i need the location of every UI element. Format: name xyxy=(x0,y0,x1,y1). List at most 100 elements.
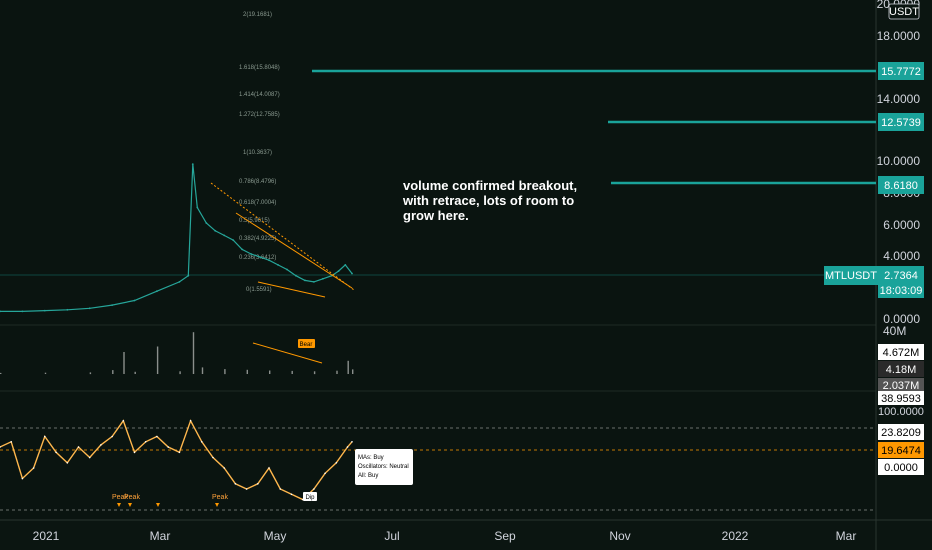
summary-line: All: Buy xyxy=(358,473,378,479)
time-tick-label: 2022 xyxy=(722,529,749,543)
volume-value-1: 4.672M xyxy=(883,347,920,359)
time-axis[interactable]: 2021 Mar May Jul Sep Nov 2022 Mar xyxy=(33,529,857,543)
volume-bar xyxy=(112,370,114,374)
symbol-badge[interactable] xyxy=(824,266,878,285)
volume-bar xyxy=(246,369,248,374)
price-point xyxy=(43,309,46,312)
osc-badge-1[interactable] xyxy=(878,391,924,405)
oscillator-point xyxy=(44,435,46,438)
price-point xyxy=(268,259,270,262)
volume-bar xyxy=(89,372,92,375)
price-point xyxy=(344,264,347,266)
volume-trendline[interactable] xyxy=(252,342,323,364)
oscillator-point xyxy=(55,451,57,454)
technical-summary-box[interactable]: MAs: Buy Oscillators: Neutral All: Buy xyxy=(355,449,413,485)
fib-label: 1.414(14.0087) xyxy=(239,92,280,98)
volume-bar xyxy=(179,371,181,375)
oscillator-point xyxy=(268,467,270,469)
oscillator-point xyxy=(144,441,147,443)
volume-bar xyxy=(134,371,136,374)
signal-arrow-icon xyxy=(117,503,121,507)
volume-bar xyxy=(352,369,354,374)
volume-bar xyxy=(347,360,349,374)
price-point xyxy=(304,279,306,282)
oscillator-point xyxy=(335,462,338,464)
oscillator-point xyxy=(100,444,102,446)
price-point xyxy=(322,277,324,280)
target-badge-3[interactable] xyxy=(878,176,924,194)
currency-label: USDT xyxy=(889,6,919,18)
osc-value-4: 0.0000 xyxy=(884,462,918,474)
price-tick-label: 6.0000 xyxy=(883,218,920,232)
price-tick-label: 18.0000 xyxy=(877,29,921,43)
price-point xyxy=(178,281,181,283)
oscillator-point xyxy=(234,483,237,485)
oscillator-point xyxy=(212,456,214,459)
dip-label-badge xyxy=(303,492,317,501)
fib-label: 0.618(7.0004) xyxy=(239,200,276,206)
volume-axis-label: 40M xyxy=(883,324,906,338)
price-point xyxy=(187,274,190,277)
bear-label: Bear xyxy=(300,342,313,348)
note-line: with retrace, lots of room to xyxy=(402,193,574,208)
oscillator-point xyxy=(324,472,326,475)
summary-line: MAs: Buy xyxy=(358,455,384,461)
volume-bar xyxy=(123,352,125,374)
fib-trend-line[interactable] xyxy=(210,182,355,291)
time-tick-label: Mar xyxy=(150,529,171,543)
bear-label-badge[interactable] xyxy=(298,339,315,348)
volume-bar xyxy=(291,370,293,374)
oscillator-point xyxy=(88,456,91,459)
fib-label: 0.5(5.9615) xyxy=(239,218,270,224)
fib-label: 1(10.3637) xyxy=(243,150,272,156)
oscillator-point xyxy=(133,451,136,454)
fib-levels[interactable]: 2(19.1681) 1.618(15.8048) 1.414(14.0087)… xyxy=(239,12,280,293)
price-point xyxy=(277,264,279,266)
time-scale-background[interactable] xyxy=(0,520,876,550)
target-lines[interactable]: 15.7772 12.5739 8.6180 xyxy=(312,62,924,194)
oscillator-point xyxy=(313,488,315,490)
time-tick-label: Jul xyxy=(384,529,399,543)
oscillator-point xyxy=(10,441,12,443)
price-tick-label: 10.0000 xyxy=(877,154,921,168)
price-point xyxy=(88,307,91,310)
signal-arrow-icon xyxy=(156,503,160,507)
target-value-3: 8.6180 xyxy=(884,180,918,192)
signal-label: Peak xyxy=(112,494,128,501)
volume-badge-2[interactable] xyxy=(878,361,924,377)
oscillator-point xyxy=(189,420,192,422)
target-badge-1[interactable] xyxy=(878,62,924,80)
oscillator-point xyxy=(77,446,80,448)
volume-bar xyxy=(201,367,204,374)
osc-badge-2[interactable] xyxy=(878,424,924,440)
target-badge-2[interactable] xyxy=(878,113,924,131)
price-point xyxy=(0,310,1,313)
currency-badge[interactable] xyxy=(888,3,920,20)
note-line: volume confirmed breakout, xyxy=(403,178,577,193)
volume-badge-1[interactable] xyxy=(878,344,924,360)
price-point xyxy=(111,304,113,306)
fib-label: 0(1.5591) xyxy=(246,287,272,293)
price-point xyxy=(241,248,244,251)
oscillator-point xyxy=(111,435,113,438)
last-price-value: 2.7364 xyxy=(884,270,918,282)
price-point xyxy=(133,299,136,302)
osc-value-3: 19.6474 xyxy=(881,445,921,457)
last-price-badge[interactable] xyxy=(878,266,924,298)
oscillator-point xyxy=(290,493,293,496)
osc-badge-3[interactable] xyxy=(878,442,924,458)
price-point xyxy=(337,270,340,272)
osc-badge-4[interactable] xyxy=(878,459,924,475)
support-trendline[interactable] xyxy=(257,281,326,298)
resistance-trendline[interactable] xyxy=(235,212,353,289)
volume-badge-3[interactable] xyxy=(878,378,924,392)
oscillator-point xyxy=(21,477,24,480)
osc-value-1: 38.9593 xyxy=(881,393,921,405)
time-tick-label: Mar xyxy=(836,529,857,543)
price-point xyxy=(232,239,235,242)
price-point xyxy=(250,253,253,255)
signal-arrow-icon xyxy=(215,503,219,507)
oscillator-point xyxy=(167,446,169,448)
volume-bar xyxy=(269,370,271,374)
